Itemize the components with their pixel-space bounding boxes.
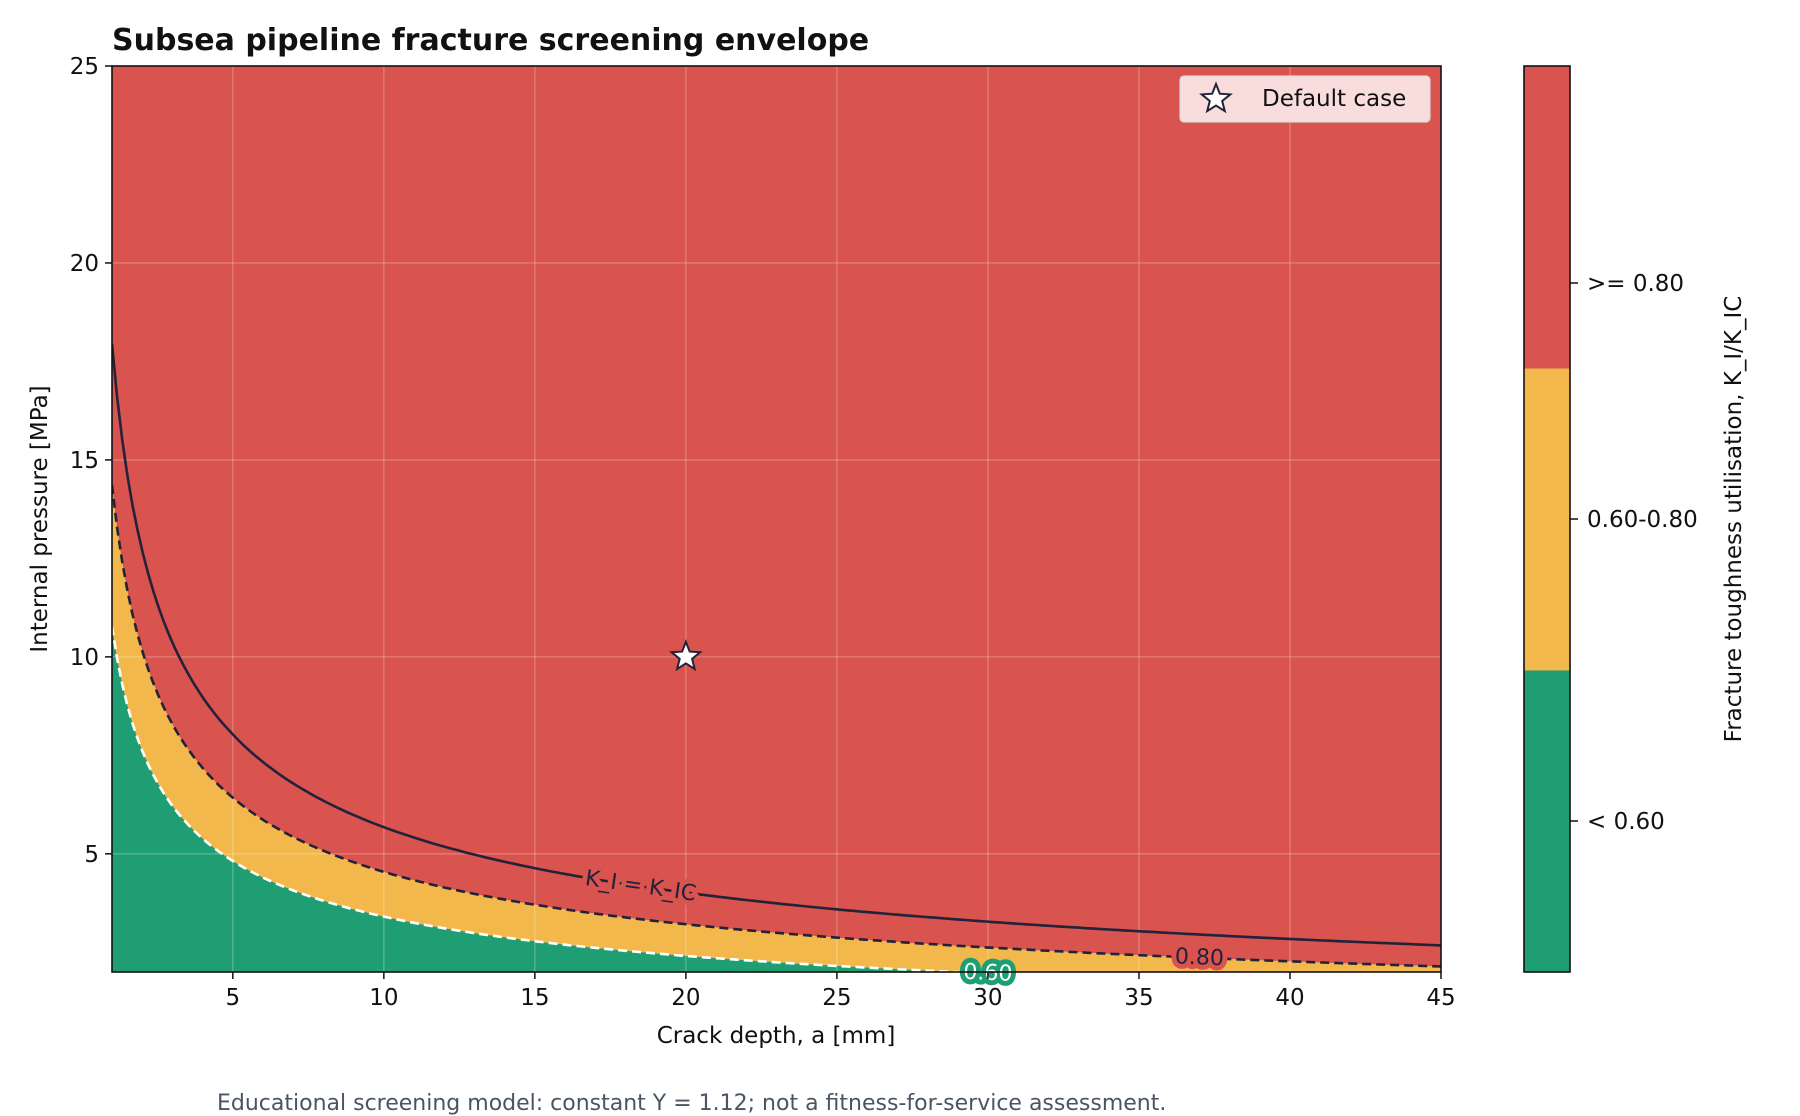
contour-kic bbox=[112, 343, 1441, 947]
y-tick-label: 15 bbox=[70, 448, 99, 474]
contour-label-080: 0.80 bbox=[1174, 944, 1224, 971]
contour-080 bbox=[112, 484, 1441, 968]
legend-box bbox=[1179, 75, 1431, 123]
colorbar: < 0.60 0.60-0.80 >= 0.80 Fracture toughn… bbox=[1523, 65, 1747, 973]
legend-star-icon bbox=[1199, 81, 1233, 114]
x-tick-label: 20 bbox=[671, 985, 700, 1011]
y-tick-label: 25 bbox=[70, 54, 99, 80]
colorbar-band-060-080 bbox=[1524, 368, 1570, 671]
x-tick-label: 15 bbox=[520, 985, 549, 1011]
colorbar-label: Fracture toughness utilisation, K_I/K_IC bbox=[1721, 296, 1747, 743]
y-tick-label: 20 bbox=[70, 251, 99, 277]
colorbar-tick-label: >= 0.80 bbox=[1587, 271, 1684, 297]
x-tick-label: 45 bbox=[1426, 985, 1455, 1011]
chart-title: Subsea pipeline fracture screening envel… bbox=[112, 23, 869, 58]
colorbar-band-above-080 bbox=[1524, 66, 1570, 369]
colorbar-band-below-060 bbox=[1524, 670, 1570, 973]
x-tick-label: 40 bbox=[1275, 985, 1304, 1011]
footnote: Educational screening model: constant Y … bbox=[217, 1091, 1166, 1116]
colorbar-tick-label: 0.60-0.80 bbox=[1587, 507, 1698, 533]
plot-area bbox=[112, 66, 1441, 972]
x-tick-label: 10 bbox=[369, 985, 398, 1011]
y-axis-ticks: 5 10 15 20 25 bbox=[70, 54, 112, 868]
legend-entry-default-case: Default case bbox=[1262, 86, 1406, 112]
grid-lines bbox=[112, 66, 1441, 972]
plot-frame bbox=[111, 65, 1442, 973]
x-axis-label: Crack depth, a [mm] bbox=[657, 1023, 896, 1049]
colorbar-tick-label: < 0.60 bbox=[1587, 809, 1665, 835]
default-case-star-marker bbox=[668, 639, 703, 672]
x-tick-label: 35 bbox=[1124, 985, 1153, 1011]
x-tick-label: 30 bbox=[973, 985, 1002, 1011]
x-axis-ticks: 5 10 15 20 25 30 35 40 45 bbox=[225, 972, 1456, 1011]
contour-060 bbox=[112, 626, 988, 972]
x-tick-label: 5 bbox=[225, 985, 240, 1011]
y-tick-label: 10 bbox=[70, 645, 99, 671]
x-tick-label: 25 bbox=[822, 985, 851, 1011]
y-axis-label: Internal pressure [MPa] bbox=[27, 385, 53, 652]
y-tick-label: 5 bbox=[84, 842, 99, 868]
legend: Default case bbox=[1179, 75, 1431, 123]
band-above-080 bbox=[112, 66, 1441, 967]
